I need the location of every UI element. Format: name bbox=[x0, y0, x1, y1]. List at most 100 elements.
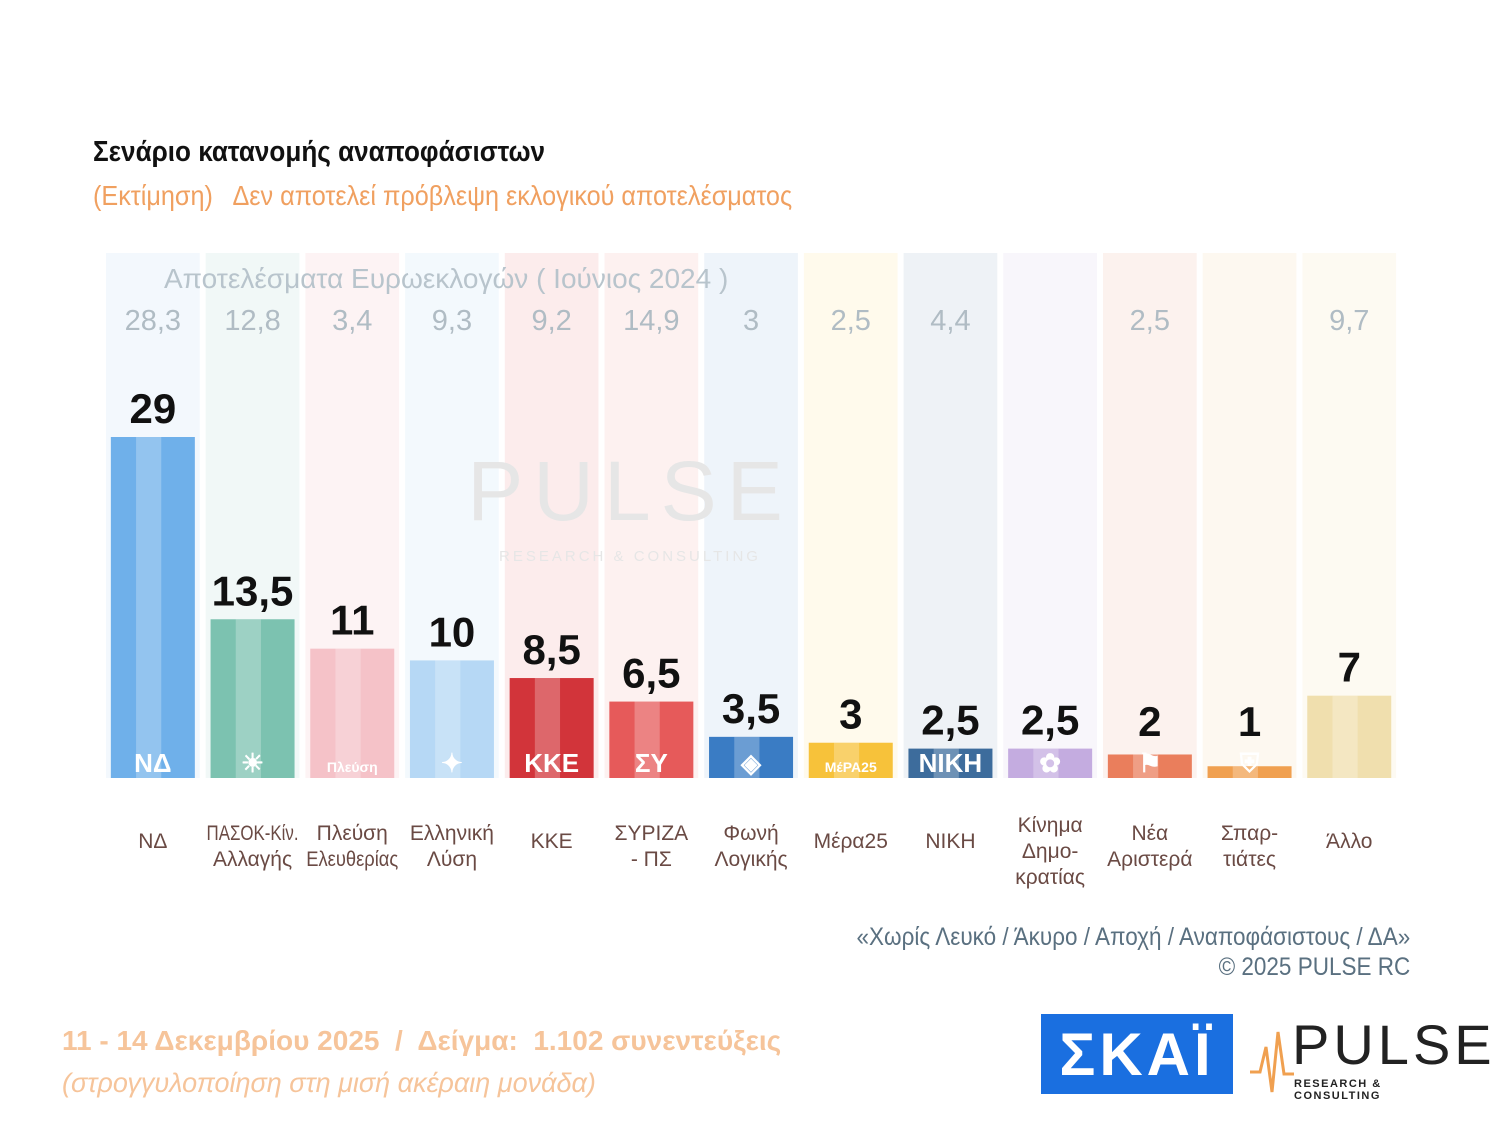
fieldwork-dates: 11 - 14 Δεκεμβρίου 2025 / Δείγμα: 1.102 … bbox=[62, 1025, 782, 1056]
copyright: © 2025 PULSE RC bbox=[1218, 953, 1410, 981]
pulse-wave-icon bbox=[1250, 1031, 1294, 1093]
value-label: 2,5 bbox=[1021, 697, 1079, 744]
bar-highlight bbox=[734, 736, 760, 778]
category-label: Λύση bbox=[427, 848, 477, 871]
bar bbox=[1207, 766, 1292, 778]
category-label: Ελληνική bbox=[410, 822, 494, 845]
watermark-text: PULSE bbox=[467, 444, 792, 538]
category-label: Κίνημα bbox=[1018, 814, 1083, 837]
bar-highlight bbox=[335, 648, 361, 778]
party-logo: ◈ bbox=[740, 748, 762, 778]
party-logo: ✦ bbox=[441, 748, 463, 778]
bar-highlight bbox=[933, 748, 959, 778]
reference-value: 3 bbox=[743, 305, 759, 337]
reference-value: 2,5 bbox=[831, 305, 871, 337]
bar-highlight bbox=[833, 742, 860, 778]
category-label: Πλεύση bbox=[317, 822, 388, 845]
reference-value: 9,3 bbox=[432, 305, 472, 337]
bar bbox=[1008, 748, 1093, 778]
reference-value: 3,4 bbox=[332, 305, 372, 337]
reference-title: Αποτελέσματα Ευρωεκλογών ( Ιούνιος 2024 … bbox=[164, 263, 728, 294]
value-label: 8,5 bbox=[522, 626, 580, 673]
bar bbox=[908, 748, 993, 778]
category-label: Άλλο bbox=[1326, 830, 1372, 853]
value-label: 3 bbox=[839, 691, 862, 738]
bar bbox=[609, 701, 694, 778]
bar-highlight bbox=[1033, 748, 1059, 778]
category-label: - ΠΣ bbox=[631, 848, 672, 871]
bar bbox=[110, 437, 195, 778]
value-label: 7 bbox=[1338, 644, 1361, 691]
value-label: 11 bbox=[330, 597, 374, 644]
category-label: ΣΥΡΙΖΑ bbox=[615, 822, 689, 845]
party-logo: ΝΙΚΗ bbox=[919, 748, 983, 778]
party-logo: ΜέΡΑ25 bbox=[825, 759, 877, 775]
category-label: Μέρα25 bbox=[814, 830, 888, 853]
column-background bbox=[803, 253, 898, 778]
party-logo: ⚑ bbox=[1138, 748, 1161, 778]
bar bbox=[709, 736, 794, 778]
party-logo: ΝΔ bbox=[134, 748, 171, 778]
column-background bbox=[1202, 253, 1297, 778]
bar-highlight bbox=[634, 701, 660, 778]
watermark-tagline: RESEARCH & CONSULTING bbox=[499, 548, 761, 565]
bar-highlight bbox=[1133, 754, 1159, 778]
pulse-logo-tagline: RESEARCH & CONSULTING bbox=[1294, 1078, 1382, 1102]
bar-highlight bbox=[1332, 695, 1358, 778]
column-background bbox=[704, 253, 798, 778]
value-label: 3,5 bbox=[722, 685, 780, 732]
value-label: 6,5 bbox=[622, 650, 680, 697]
value-label: 2,5 bbox=[921, 697, 979, 744]
pulse-logo: PULSE RESEARCH & CONSULTING bbox=[1250, 1012, 1492, 1102]
note: «Χωρίς Λευκό / Άκυρο / Αποχή / Αναποφάσι… bbox=[856, 922, 1410, 982]
rounding-note: (στρογγυλοποίηση στη μισή ακέραιη μονάδα… bbox=[62, 1068, 596, 1098]
column-background bbox=[1302, 253, 1397, 778]
skai-logo: ΣΚΑΪ bbox=[1041, 1014, 1233, 1094]
category-label: Λογικής bbox=[714, 848, 787, 871]
bar-highlight bbox=[435, 660, 461, 778]
category-label: Φωνή bbox=[723, 822, 778, 845]
reference-value: 4,4 bbox=[930, 305, 970, 337]
category-label: Αλλαγής bbox=[213, 848, 292, 871]
category-label: τιάτες bbox=[1223, 848, 1276, 871]
bar bbox=[1107, 754, 1192, 778]
value-label: 1 bbox=[1238, 698, 1261, 745]
reference-value: 28,3 bbox=[125, 305, 181, 337]
bar bbox=[310, 648, 395, 778]
party-logo: ⛨ bbox=[1239, 748, 1260, 778]
value-label: 2 bbox=[1138, 698, 1161, 745]
pulse-logo-word: PULSE bbox=[1292, 1013, 1496, 1076]
bar bbox=[509, 678, 594, 778]
party-logo: ☀ bbox=[241, 748, 264, 778]
reference-value: 9,7 bbox=[1329, 305, 1369, 337]
party-logo: Πλεύση bbox=[327, 759, 378, 775]
chart-title: Σενάριο κατανομής αναποφάσιστων bbox=[93, 136, 546, 168]
bar bbox=[409, 660, 494, 778]
category-label: ΝΙΚΗ bbox=[925, 830, 975, 853]
category-label: ΝΔ bbox=[138, 830, 167, 853]
bar bbox=[808, 742, 893, 778]
category-label: κρατίας bbox=[1015, 866, 1085, 889]
chart-subtitle: (Εκτίμηση) Δεν αποτελεί πρόβλεψη εκλογικ… bbox=[93, 180, 793, 211]
bar-highlight bbox=[235, 619, 261, 778]
reference-value: 12,8 bbox=[224, 305, 280, 337]
bar-highlight bbox=[1232, 766, 1258, 778]
party-logo: ✿ bbox=[1039, 748, 1061, 778]
category-label: Δημο- bbox=[1022, 840, 1078, 863]
category-label: ΠΑΣΟΚ-Κίν. bbox=[207, 822, 299, 845]
party-logo: ΚΚΕ bbox=[524, 748, 579, 778]
note-line-1: «Χωρίς Λευκό / Άκυρο / Αποχή / Αναποφάσι… bbox=[856, 923, 1410, 951]
party-logo: ΣΥ bbox=[635, 748, 668, 778]
bar-chart: PULSE RESEARCH & CONSULTING Αποτελέσματα Ε… bbox=[106, 253, 1397, 889]
bar-highlight bbox=[136, 437, 162, 778]
value-label: 29 bbox=[129, 385, 176, 432]
value-label: 10 bbox=[429, 608, 476, 655]
column-background bbox=[1003, 253, 1097, 778]
bar bbox=[1307, 695, 1392, 778]
column-background bbox=[604, 253, 699, 778]
category-label: Νέα bbox=[1132, 822, 1169, 845]
reference-value: 2,5 bbox=[1130, 305, 1170, 337]
category-label: Ελευθερίας bbox=[306, 848, 398, 871]
value-label: 13,5 bbox=[212, 567, 294, 614]
